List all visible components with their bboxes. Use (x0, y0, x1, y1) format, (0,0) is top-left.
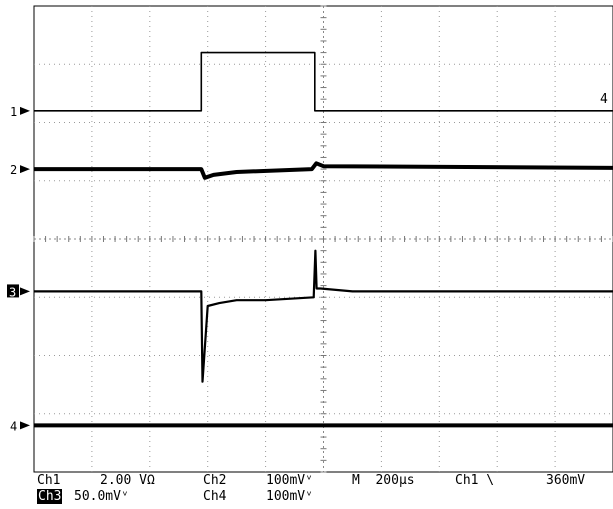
timebase: M 200µs (352, 473, 415, 488)
ch4-label: Ch4 (203, 489, 227, 504)
channel-markers: 1 2 3 4 4 (7, 92, 608, 433)
channel-marker-label: 2 (10, 163, 17, 177)
channel-marker-box (7, 284, 19, 298)
channel-marker-arrow (20, 287, 30, 296)
channel-marker-label: 4 (10, 419, 17, 433)
channel-marker-label: 3 (9, 285, 16, 299)
ch1-label: Ch1 (37, 473, 61, 488)
ch4-scale: 100mVᵛ (266, 489, 313, 504)
trace-ch1 (34, 51, 613, 112)
channel-marker-arrow (20, 421, 30, 430)
trigger-level-marker: 4 (600, 92, 608, 107)
graticule (33, 5, 613, 473)
ch3-label: Ch3 (37, 489, 63, 504)
ch2-label: Ch2 (203, 473, 227, 488)
traces (34, 51, 613, 428)
readout-line-2: Ch3 50.0mVᵛ Ch4 100mVᵛ (0, 489, 613, 505)
readout-line-1: Ch1 2.00 VΩ Ch2 100mVᵛ M 200µs Ch1 \ 360… (0, 473, 613, 489)
channel-marker-arrow (20, 165, 30, 174)
ch2-scale: 100mVᵛ (266, 473, 313, 488)
trace-ch3 (34, 249, 613, 383)
channel-marker-label: 1 (10, 105, 17, 119)
trace-ch2 (34, 161, 613, 180)
ch3-scale: 50.0mVᵛ (74, 489, 129, 504)
channel-marker-arrow (20, 106, 30, 115)
trigger-level: 360mV (546, 473, 586, 488)
trigger-source: Ch1 \ (455, 473, 495, 488)
ch1-scale: 2.00 VΩ (100, 473, 155, 488)
